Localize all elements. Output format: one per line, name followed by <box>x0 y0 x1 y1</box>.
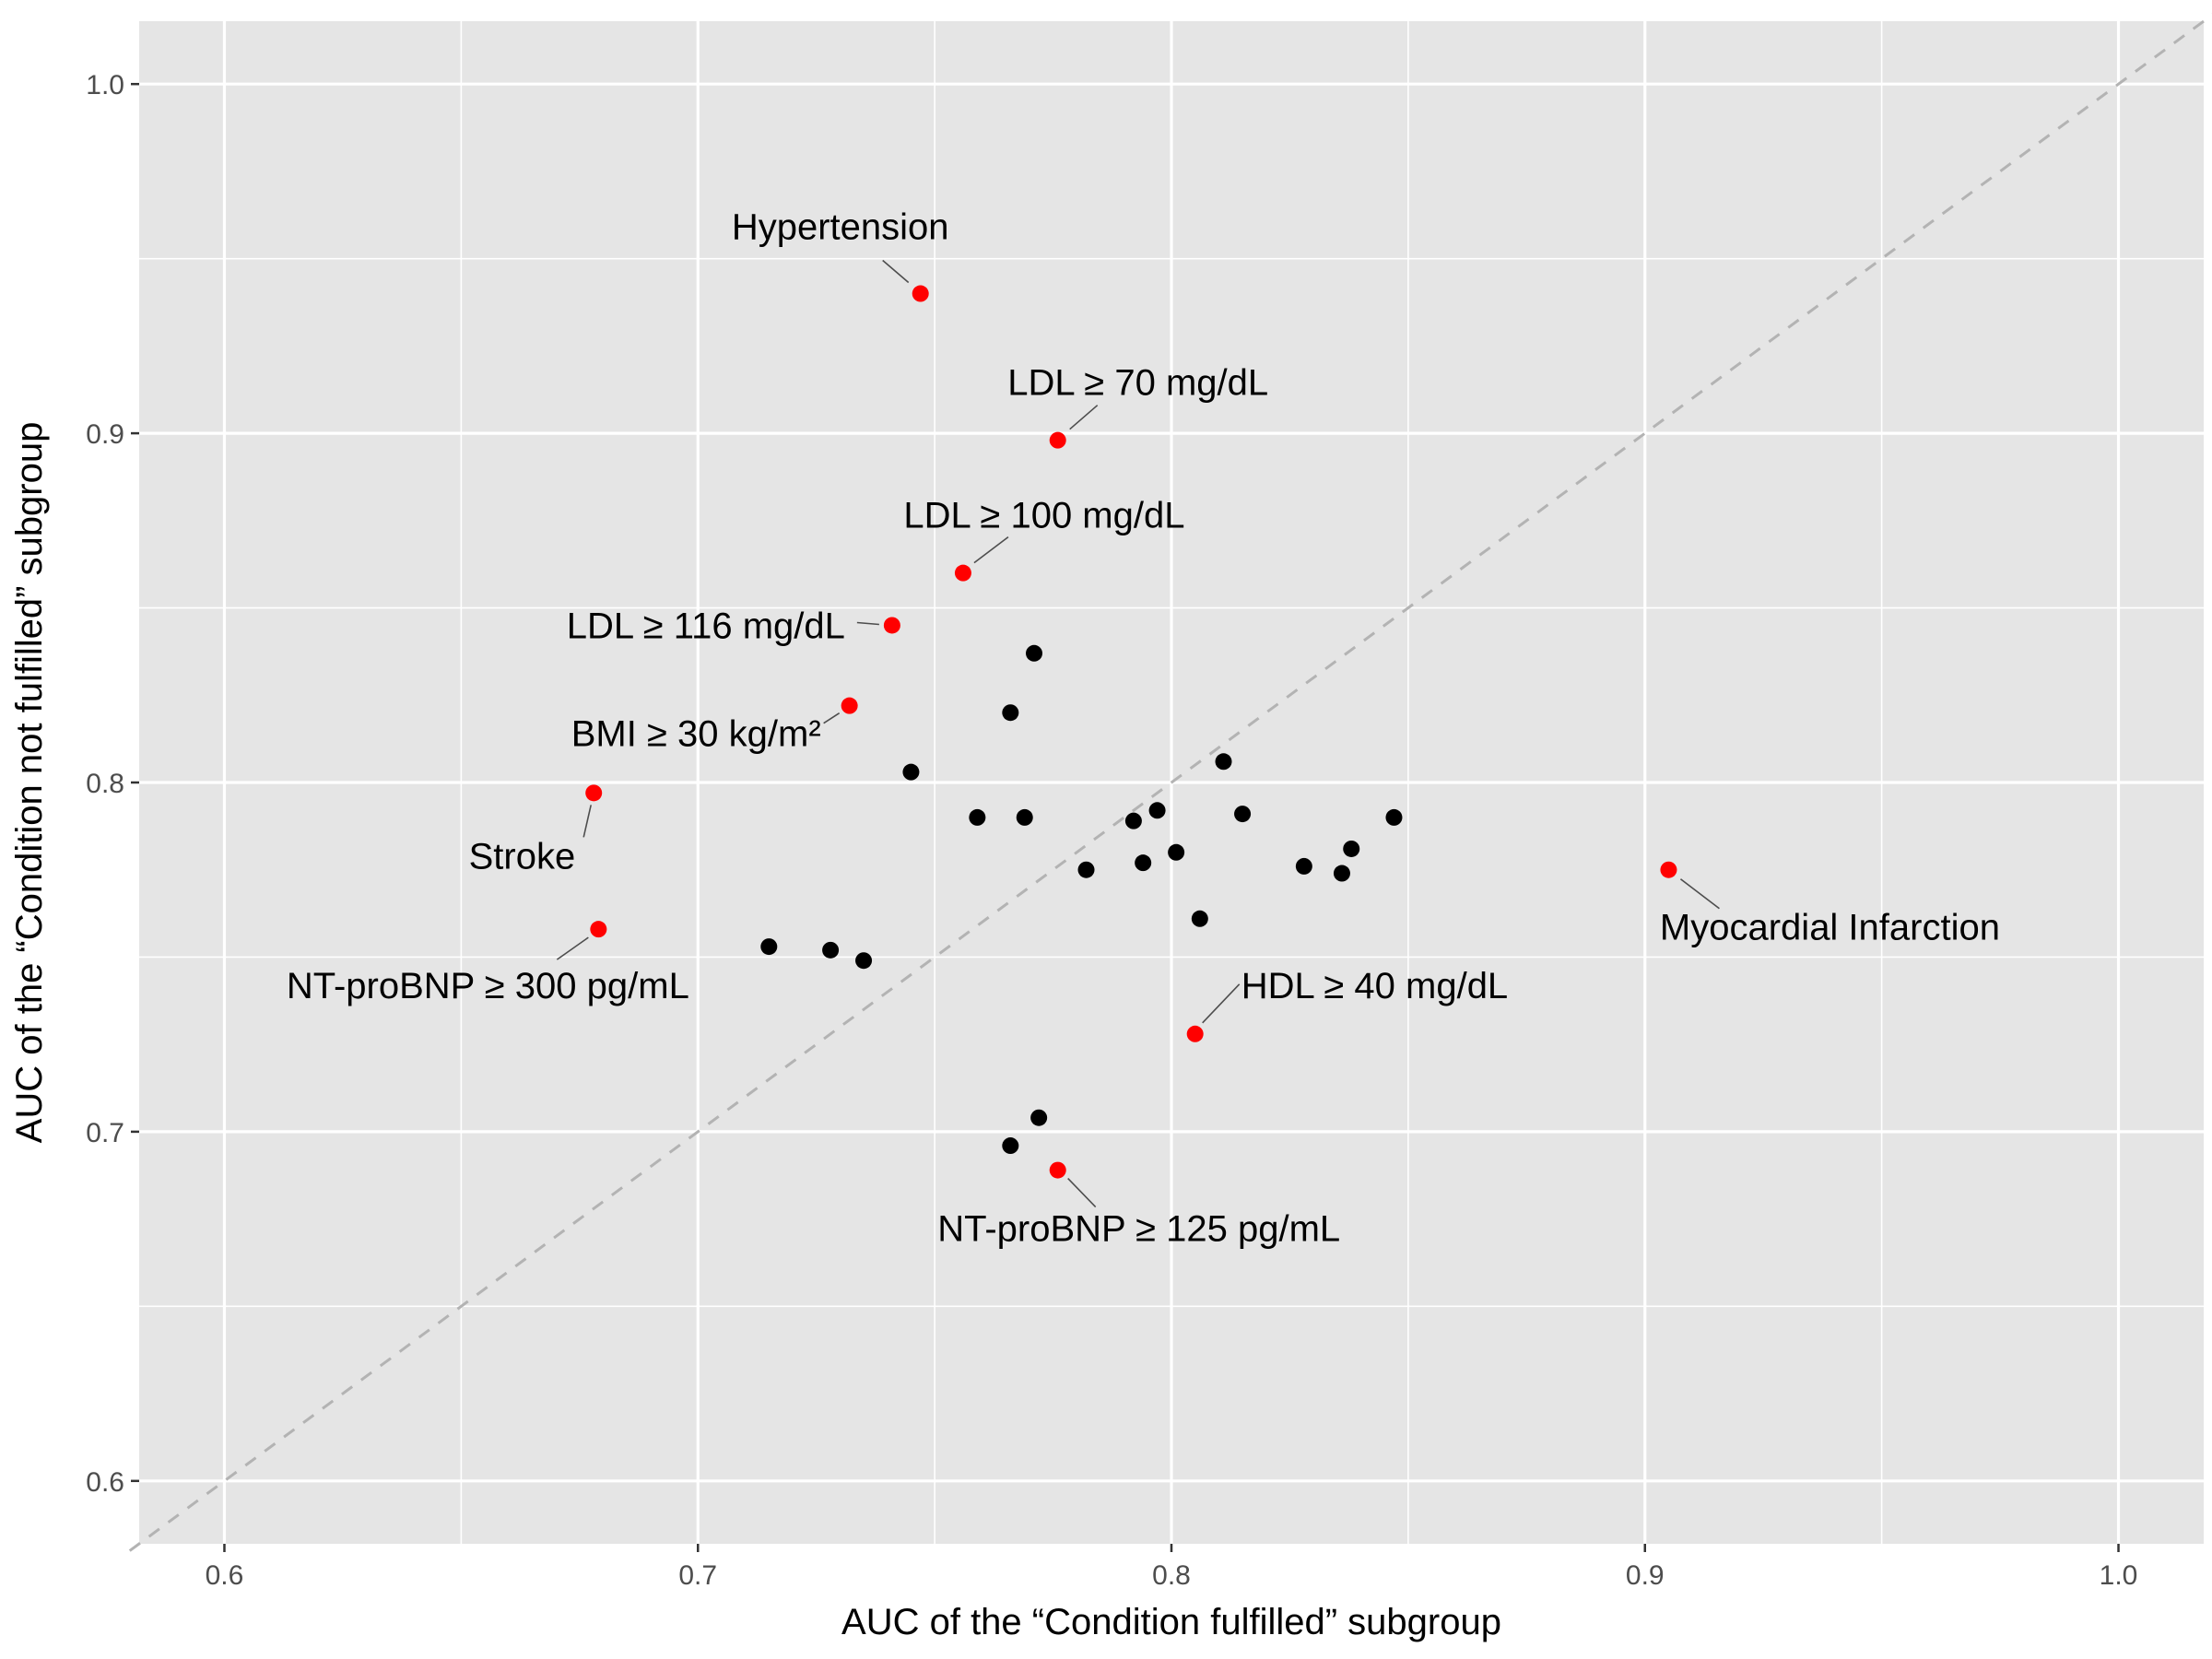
scatter-point <box>1385 808 1403 826</box>
diagonal-reference-line <box>128 13 2212 1552</box>
point-label: BMI ≥ 30 kg/m² <box>571 714 821 755</box>
scatter-point <box>1002 1137 1019 1155</box>
point-labels: Hypertension LDL ≥ 70 mg/dL LDL ≥ 100 mg/d… <box>287 207 2000 1250</box>
y-tick-label: 0.8 <box>86 769 124 799</box>
x-axis-ticks: 0.6 0.7 0.8 0.9 1.0 <box>206 1544 2138 1591</box>
scatter-point <box>969 808 986 826</box>
x-tick-label: 0.9 <box>1626 1560 1665 1591</box>
scatter-point <box>1215 753 1232 771</box>
x-tick-label: 0.8 <box>1152 1560 1191 1591</box>
highlighted-point <box>585 784 603 802</box>
scatter-point <box>1148 802 1166 819</box>
highlighted-point <box>841 697 858 714</box>
highlighted-point <box>1186 1025 1204 1042</box>
y-tick-label: 0.6 <box>86 1467 124 1498</box>
y-tick-label: 0.7 <box>86 1118 124 1148</box>
scatter-point <box>1295 857 1312 875</box>
label-leader-line <box>1202 983 1241 1024</box>
label-leader-line <box>1067 1178 1097 1208</box>
data-points <box>585 285 1677 1179</box>
highlighted-point <box>912 285 929 302</box>
label-leader-line <box>882 259 910 284</box>
scatter-point <box>902 763 920 781</box>
point-label: NT-proBNP ≥ 300 pg/mL <box>287 966 689 1006</box>
scatter-point <box>1168 843 1185 861</box>
point-label: Myocardial Infarction <box>1660 908 2000 948</box>
x-tick-label: 0.6 <box>206 1560 244 1591</box>
y-tick-label: 1.0 <box>86 70 124 100</box>
scatter-point <box>1077 861 1095 878</box>
scatter-point <box>822 941 840 959</box>
scatter-point <box>1343 840 1360 857</box>
scatter-point <box>760 938 778 956</box>
x-tick-label: 1.0 <box>2100 1560 2138 1591</box>
y-tick-label: 0.9 <box>86 419 124 450</box>
scatter-point <box>1016 808 1033 826</box>
point-label: HDL ≥ 40 mg/dL <box>1241 966 1509 1006</box>
y-axis-title: AUC of the “Condition not fulfilled” sub… <box>9 422 50 1144</box>
scatter-point <box>1135 854 1152 872</box>
highlighted-point <box>1049 431 1066 449</box>
scatter-point <box>1191 910 1208 927</box>
scatter-point <box>1026 644 1043 662</box>
x-axis-title: AUC of the “Condition fulfilled” subgrou… <box>841 1602 1501 1642</box>
scatter-point <box>1030 1109 1048 1126</box>
highlighted-point <box>1660 861 1677 878</box>
scatter-point <box>855 952 873 970</box>
point-label: LDL ≥ 70 mg/dL <box>1007 363 1268 404</box>
label-leader-line <box>556 936 589 960</box>
point-label: Hypertension <box>732 207 949 248</box>
highlighted-point <box>1049 1161 1066 1179</box>
label-leader-line <box>973 536 1009 564</box>
scatter-point <box>1002 704 1019 722</box>
x-tick-label: 0.7 <box>678 1560 717 1591</box>
y-axis-ticks: 0.6 0.7 0.8 0.9 1.0 <box>86 70 139 1498</box>
point-label: NT-proBNP ≥ 125 pg/mL <box>937 1209 1340 1250</box>
highlighted-point <box>590 921 607 938</box>
scatter-point <box>1234 806 1252 823</box>
label-leader-lines <box>556 259 1720 1208</box>
scatter-point <box>1333 865 1350 882</box>
scatter-point <box>1124 812 1142 830</box>
highlighted-point <box>883 617 900 634</box>
label-leader-line <box>1069 405 1099 430</box>
point-label: LDL ≥ 116 mg/dL <box>567 606 845 646</box>
label-leader-line <box>1679 878 1720 910</box>
label-leader-line <box>582 805 592 838</box>
label-leader-line <box>823 712 841 724</box>
label-leader-line <box>856 621 879 626</box>
highlighted-point <box>954 564 971 582</box>
point-label: Stroke <box>469 836 576 877</box>
point-label: LDL ≥ 100 mg/dL <box>903 496 1184 536</box>
